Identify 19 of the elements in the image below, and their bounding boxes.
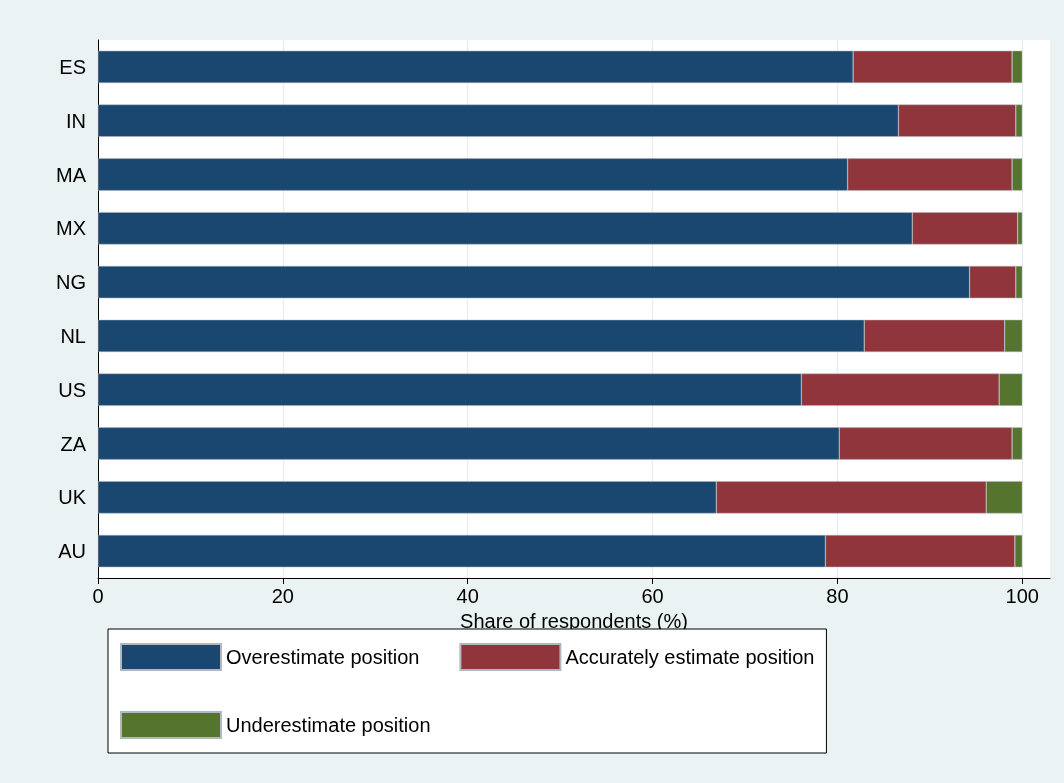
legend-label: Accurately estimate position [565, 646, 815, 668]
x-tick-label: 0 [92, 585, 104, 607]
y-tick-label: ZA [60, 432, 87, 455]
y-tick-label: US [58, 378, 86, 401]
y-tick-label: AU [58, 540, 86, 563]
y-tick-label: ES [59, 55, 86, 78]
x-tick-label: 20 [271, 585, 294, 607]
x-tick-label: 80 [826, 585, 849, 607]
legend-label: Overestimate position [226, 646, 420, 668]
legend-label: Underestimate position [226, 714, 431, 736]
x-tick-label: 100 [1005, 585, 1039, 607]
y-tick-label: NG [56, 271, 86, 294]
y-tick-label: NL [60, 324, 86, 347]
y-tick-label: UK [58, 486, 87, 509]
y-tick-label: MA [56, 163, 87, 186]
x-tick-label: 60 [641, 585, 664, 607]
x-tick-label: 40 [456, 585, 479, 607]
y-tick-label: MX [56, 217, 86, 240]
y-tick-label: IN [66, 109, 86, 132]
